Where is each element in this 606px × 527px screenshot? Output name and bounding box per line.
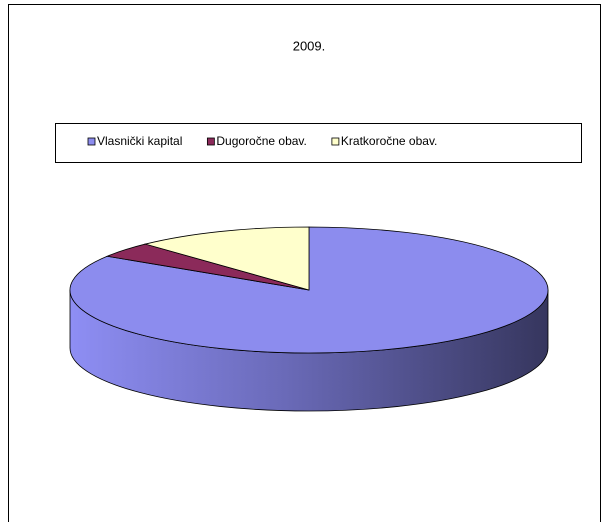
- legend-box: [55, 123, 582, 163]
- pie-slice: [143, 226, 310, 291]
- legend-swatch: [87, 137, 96, 146]
- legend-swatch: [331, 137, 340, 146]
- legend-swatch: [206, 137, 215, 146]
- chart-title: 2009.: [293, 38, 326, 53]
- legend-label: Dugoročne obav.: [216, 134, 307, 148]
- legend-label: Kratkoročne obav.: [341, 134, 438, 148]
- legend-label: Vlasnički kapital: [97, 134, 182, 148]
